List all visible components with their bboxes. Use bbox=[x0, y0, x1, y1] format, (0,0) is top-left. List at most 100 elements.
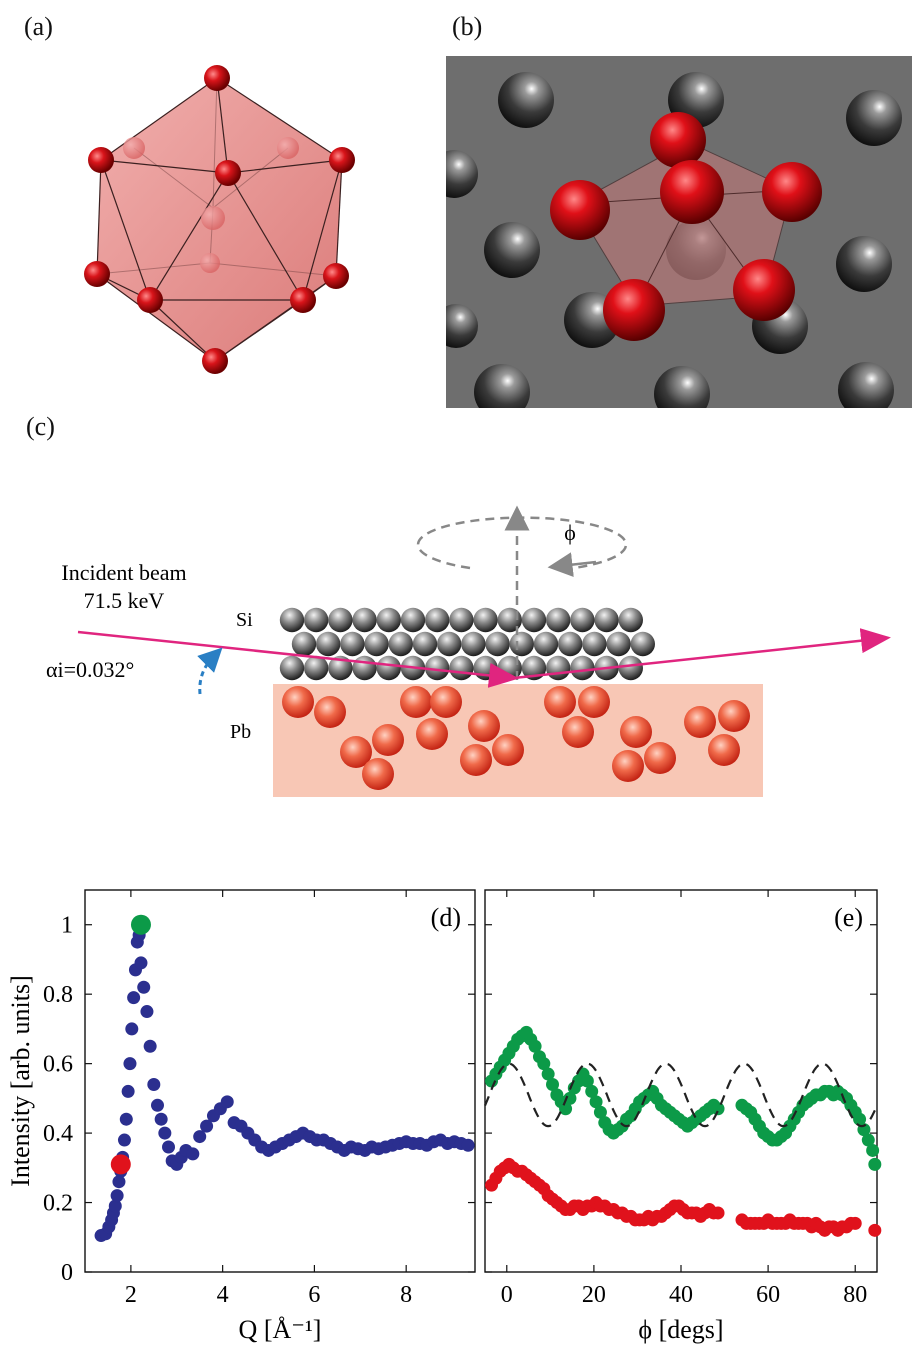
intensity-plots: 2 4 6 800.20.40.60.81 (d)Q [Å⁻¹]Intensity [a… bbox=[6, 889, 882, 1344]
pb-atom bbox=[430, 686, 462, 718]
si-atom bbox=[279, 607, 305, 633]
data-point bbox=[127, 991, 141, 1005]
si-atom bbox=[618, 607, 643, 633]
data-point bbox=[593, 1105, 607, 1119]
si-atom bbox=[279, 655, 305, 681]
si-atom bbox=[521, 607, 547, 633]
data-point bbox=[150, 1098, 164, 1112]
chart-panel-label: (e) bbox=[834, 903, 863, 932]
chart-panel-label: (d) bbox=[431, 903, 461, 932]
pb-layer-label: Pb bbox=[230, 721, 251, 743]
si-atom bbox=[352, 655, 377, 681]
data-point bbox=[541, 1067, 555, 1081]
si-atom bbox=[340, 631, 365, 657]
x-tick-label: 6 bbox=[308, 1282, 320, 1308]
y-tick-label: 0.2 bbox=[43, 1191, 73, 1217]
si-atom bbox=[449, 607, 474, 633]
pb-atom bbox=[620, 716, 652, 748]
pb-atom bbox=[372, 724, 404, 756]
data-point bbox=[866, 1143, 880, 1157]
pb-atom bbox=[340, 736, 372, 768]
incidence-angle-label: αi=0.032° bbox=[46, 657, 134, 682]
si-atom bbox=[485, 631, 510, 657]
data-point bbox=[537, 1057, 551, 1071]
data-point bbox=[121, 1084, 135, 1098]
x-tick-label: 0 bbox=[501, 1282, 513, 1308]
pb-atom bbox=[578, 686, 610, 718]
pb-atom bbox=[492, 734, 524, 766]
si-atom bbox=[304, 655, 329, 681]
si-atom bbox=[449, 655, 474, 681]
si-atom bbox=[509, 631, 534, 657]
y-tick-label: 0.4 bbox=[43, 1121, 73, 1147]
si-atom bbox=[618, 655, 643, 681]
pb-atom bbox=[708, 734, 740, 766]
pb-atom bbox=[468, 710, 500, 742]
data-point bbox=[154, 1112, 168, 1126]
si-atom bbox=[582, 631, 607, 657]
data-point bbox=[134, 956, 148, 970]
y-tick-label: 0.6 bbox=[43, 1052, 73, 1078]
data-point bbox=[220, 1095, 234, 1109]
si-atom bbox=[316, 631, 341, 657]
phi-rotation-label: ϕ bbox=[564, 520, 576, 545]
si-atom bbox=[630, 631, 655, 657]
highlighted-point bbox=[110, 1154, 131, 1175]
x-tick-label: 60 bbox=[756, 1282, 780, 1308]
si-atom bbox=[304, 607, 329, 633]
chart-e: 0 20 40 60 80 (e) ϕ [degs] bbox=[483, 889, 882, 1344]
data-point bbox=[117, 1133, 131, 1147]
pentagon-cluster-illustration bbox=[446, 56, 912, 408]
panel-label-c: (c) bbox=[26, 412, 55, 441]
si-atom bbox=[412, 631, 438, 657]
plot-frame bbox=[84, 889, 476, 1273]
pb-atom bbox=[644, 742, 676, 774]
data-point bbox=[112, 1175, 126, 1189]
data-point bbox=[580, 1074, 594, 1088]
y-tick-label: 0 bbox=[61, 1260, 73, 1286]
incident-beam-label: Incident beam bbox=[61, 560, 186, 585]
si-atom bbox=[364, 631, 389, 657]
scattering-geometry-schematic: Incident beam 71.5 keV αi=0.032° ϕ Si Pb bbox=[46, 505, 891, 797]
si-atom bbox=[473, 607, 498, 633]
data-point bbox=[861, 1133, 875, 1147]
data-point bbox=[711, 1102, 725, 1116]
si-atom bbox=[437, 631, 462, 657]
si-layer-label: Si bbox=[236, 609, 253, 631]
data-point bbox=[162, 1140, 176, 1154]
y-tick-label: 0.8 bbox=[43, 982, 73, 1008]
x-tick-label: 20 bbox=[582, 1282, 606, 1308]
data-point bbox=[158, 1126, 172, 1140]
si-atom bbox=[606, 631, 631, 657]
data-point bbox=[461, 1138, 475, 1152]
si-atom bbox=[570, 607, 595, 633]
pb-atom bbox=[612, 750, 644, 782]
x-tick-label: 80 bbox=[843, 1282, 867, 1308]
panel-label-a: (a) bbox=[24, 12, 53, 41]
x-tick-label: 8 bbox=[400, 1282, 412, 1308]
y-tick-label: 1 bbox=[61, 913, 73, 939]
data-point bbox=[125, 1022, 139, 1036]
pb-atom bbox=[400, 686, 432, 718]
data-point bbox=[868, 1157, 882, 1171]
si-atom bbox=[461, 631, 486, 657]
si-atom bbox=[425, 655, 450, 681]
si-atom bbox=[546, 607, 571, 633]
data-point bbox=[119, 1112, 133, 1126]
x-axis-label: ϕ [degs] bbox=[638, 1315, 723, 1344]
data-point bbox=[589, 1095, 603, 1109]
panel-label-b: (b) bbox=[452, 12, 483, 41]
pb-atom bbox=[544, 686, 576, 718]
x-tick-label: 2 bbox=[125, 1282, 137, 1308]
data-point bbox=[110, 1189, 124, 1203]
data-point bbox=[853, 1112, 867, 1126]
pb-atom bbox=[460, 744, 492, 776]
data-point bbox=[137, 980, 151, 994]
data-point bbox=[546, 1077, 560, 1091]
x-tick-label: 4 bbox=[217, 1282, 229, 1308]
si-atom bbox=[328, 607, 353, 633]
data-point bbox=[711, 1206, 725, 1220]
si-atom bbox=[558, 631, 583, 657]
si-atom bbox=[570, 655, 595, 681]
data-point bbox=[186, 1147, 200, 1161]
